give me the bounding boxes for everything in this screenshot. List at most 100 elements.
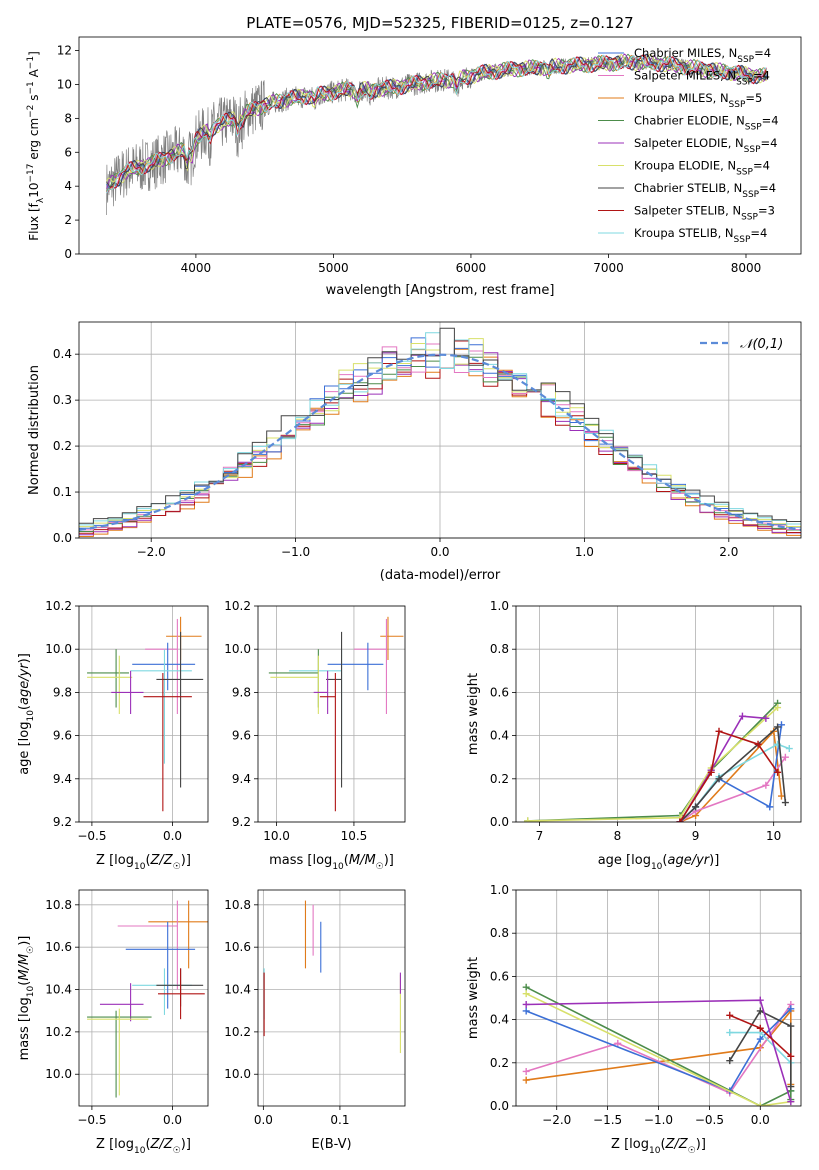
y-tick-label: 9.2 [232, 815, 251, 829]
y-axis-label: mass [log10(M/M☉)] [17, 936, 36, 1061]
y-axis-label: mass weight [466, 673, 481, 755]
x-axis-label: E(B-V) [311, 1137, 351, 1152]
x-tick-label: −1.0 [281, 545, 310, 559]
mass-weight-marker [754, 740, 762, 748]
y-tick-label: 12 [57, 44, 72, 58]
error-bar-point [353, 618, 387, 714]
y-axis-label: Flux [fλ10−17 erg cm−2 s−1 A−1] [26, 51, 46, 241]
y-tick-label: 0.6 [490, 969, 509, 983]
legend-label: 𝒩(0,1) [740, 337, 783, 352]
x-tick-label: −2.0 [137, 545, 166, 559]
mass-weight-marker [787, 1005, 795, 1013]
mass-weight-marker [787, 1022, 795, 1030]
plot-area [87, 616, 204, 812]
gridlines [258, 890, 405, 1106]
mass-weight-marker [766, 803, 774, 811]
x-tick-label: −0.5 [695, 1113, 724, 1127]
mass-weight-marker [522, 1067, 530, 1075]
y-tick-label: 0.8 [490, 926, 509, 940]
error-bar-point [87, 1008, 149, 1096]
y-tick-label: 10.4 [224, 983, 251, 997]
legend-label: Salpeter STELIB, NSSP=3 [634, 204, 775, 223]
mass-weight-marker [756, 1024, 764, 1032]
mass-weight-marker [777, 792, 785, 800]
error-bar-point [87, 655, 133, 714]
x-tick-label: 0.0 [254, 1113, 273, 1127]
y-tick-label: 0.3 [53, 393, 72, 407]
y-tick-label: 0.8 [490, 642, 509, 656]
mass-weight-line [527, 706, 779, 822]
y-tick-label: 10.0 [45, 642, 72, 656]
x-tick-label: 0.0 [163, 829, 182, 843]
y-tick-label: 0.0 [490, 815, 509, 829]
error-bar-point [148, 900, 208, 969]
y-tick-label: 10.2 [224, 599, 251, 613]
x-axis-label: age [log10(age/yr)] [598, 853, 720, 872]
mass-weight-marker [777, 721, 785, 729]
plot-area [263, 900, 401, 1054]
axes-frame [78, 605, 209, 823]
x-tick-label: 4000 [181, 261, 212, 275]
x-tick-label: 6000 [456, 261, 487, 275]
mass-weight-marker [785, 745, 793, 753]
y-tick-label: 10 [57, 77, 72, 91]
y-tick-label: 10.8 [224, 898, 251, 912]
mass-weight-marker [756, 1007, 764, 1015]
plot-area [524, 699, 793, 822]
x-tick-label: 10 [766, 829, 781, 843]
y-tick-label: 10.4 [45, 983, 72, 997]
legend: Chabrier MILES, NSSP=4 Salpeter MILES, NS… [598, 46, 779, 245]
error-bar-point [132, 968, 192, 1015]
panel-residual-histogram: −2.0 −1.0 0.0 1.0 2.0 0.0 0.1 0.2 0.3 0.4 (data-mo… [27, 321, 802, 583]
x-axis-label: Z [log10(Z/Z☉)] [96, 853, 191, 872]
y-axis-label: Normed distribution [27, 365, 42, 495]
legend-label: Chabrier STELIB, NSSP=4 [634, 181, 776, 200]
y-tick-label: 9.8 [53, 685, 72, 699]
x-tick-label: 8000 [731, 261, 762, 275]
x-tick-label: 7000 [593, 261, 624, 275]
mass-weight-marker [781, 799, 789, 807]
axes-frame [515, 605, 802, 823]
axes-frame [78, 36, 802, 255]
axes-frame [78, 321, 802, 539]
x-tick-label: −2.0 [542, 1113, 571, 1127]
x-tick-label: 5000 [318, 261, 349, 275]
figure-title: PLATE=0576, MJD=52325, FIBERID=0125, z=0… [246, 14, 633, 32]
error-bar-point [380, 616, 404, 660]
y-tick-label: 10.0 [224, 642, 251, 656]
mass-weight-marker [522, 1076, 530, 1084]
y-tick-label: 10.2 [45, 599, 72, 613]
y-tick-label: 10.0 [45, 1067, 72, 1081]
y-tick-label: 10.0 [224, 1067, 251, 1081]
x-tick-label: −0.5 [77, 829, 106, 843]
legend-label: Kroupa STELIB, NSSP=4 [634, 226, 767, 245]
mass-weight-marker [774, 768, 782, 776]
y-tick-label: 9.6 [53, 729, 72, 743]
y-axis-label: age [log10(age/yr)] [17, 653, 36, 775]
y-tick-label: 0.6 [490, 685, 509, 699]
mass-weight-marker [756, 1035, 764, 1043]
y-tick-label: 0.2 [490, 772, 509, 786]
x-tick-label: 8 [614, 829, 622, 843]
mass-weight-marker [756, 996, 764, 1004]
x-tick-label: −1.5 [593, 1113, 622, 1127]
error-bar-point [87, 649, 129, 708]
error-bar-point [111, 670, 144, 714]
y-tick-label: 9.4 [232, 772, 251, 786]
y-tick-label: 9.2 [53, 815, 72, 829]
mass-weight-marker [614, 1039, 622, 1047]
mass-weight-marker [787, 1052, 795, 1060]
y-tick-label: 10.8 [45, 898, 72, 912]
y-tick-label: 0.4 [490, 1013, 509, 1027]
error-bar-point [117, 900, 178, 990]
model-spectrum-line [106, 54, 767, 194]
x-tick-label: 7 [536, 829, 544, 843]
y-tick-label: 0.2 [53, 439, 72, 453]
y-tick-label: 2 [64, 213, 72, 227]
plot-area [87, 900, 208, 1098]
x-tick-label: 0.0 [163, 1113, 182, 1127]
x-tick-label: 2.0 [719, 545, 738, 559]
mass-weight-marker [524, 817, 532, 822]
mass-weight-marker [715, 775, 723, 783]
error-bar-point [158, 968, 205, 1020]
